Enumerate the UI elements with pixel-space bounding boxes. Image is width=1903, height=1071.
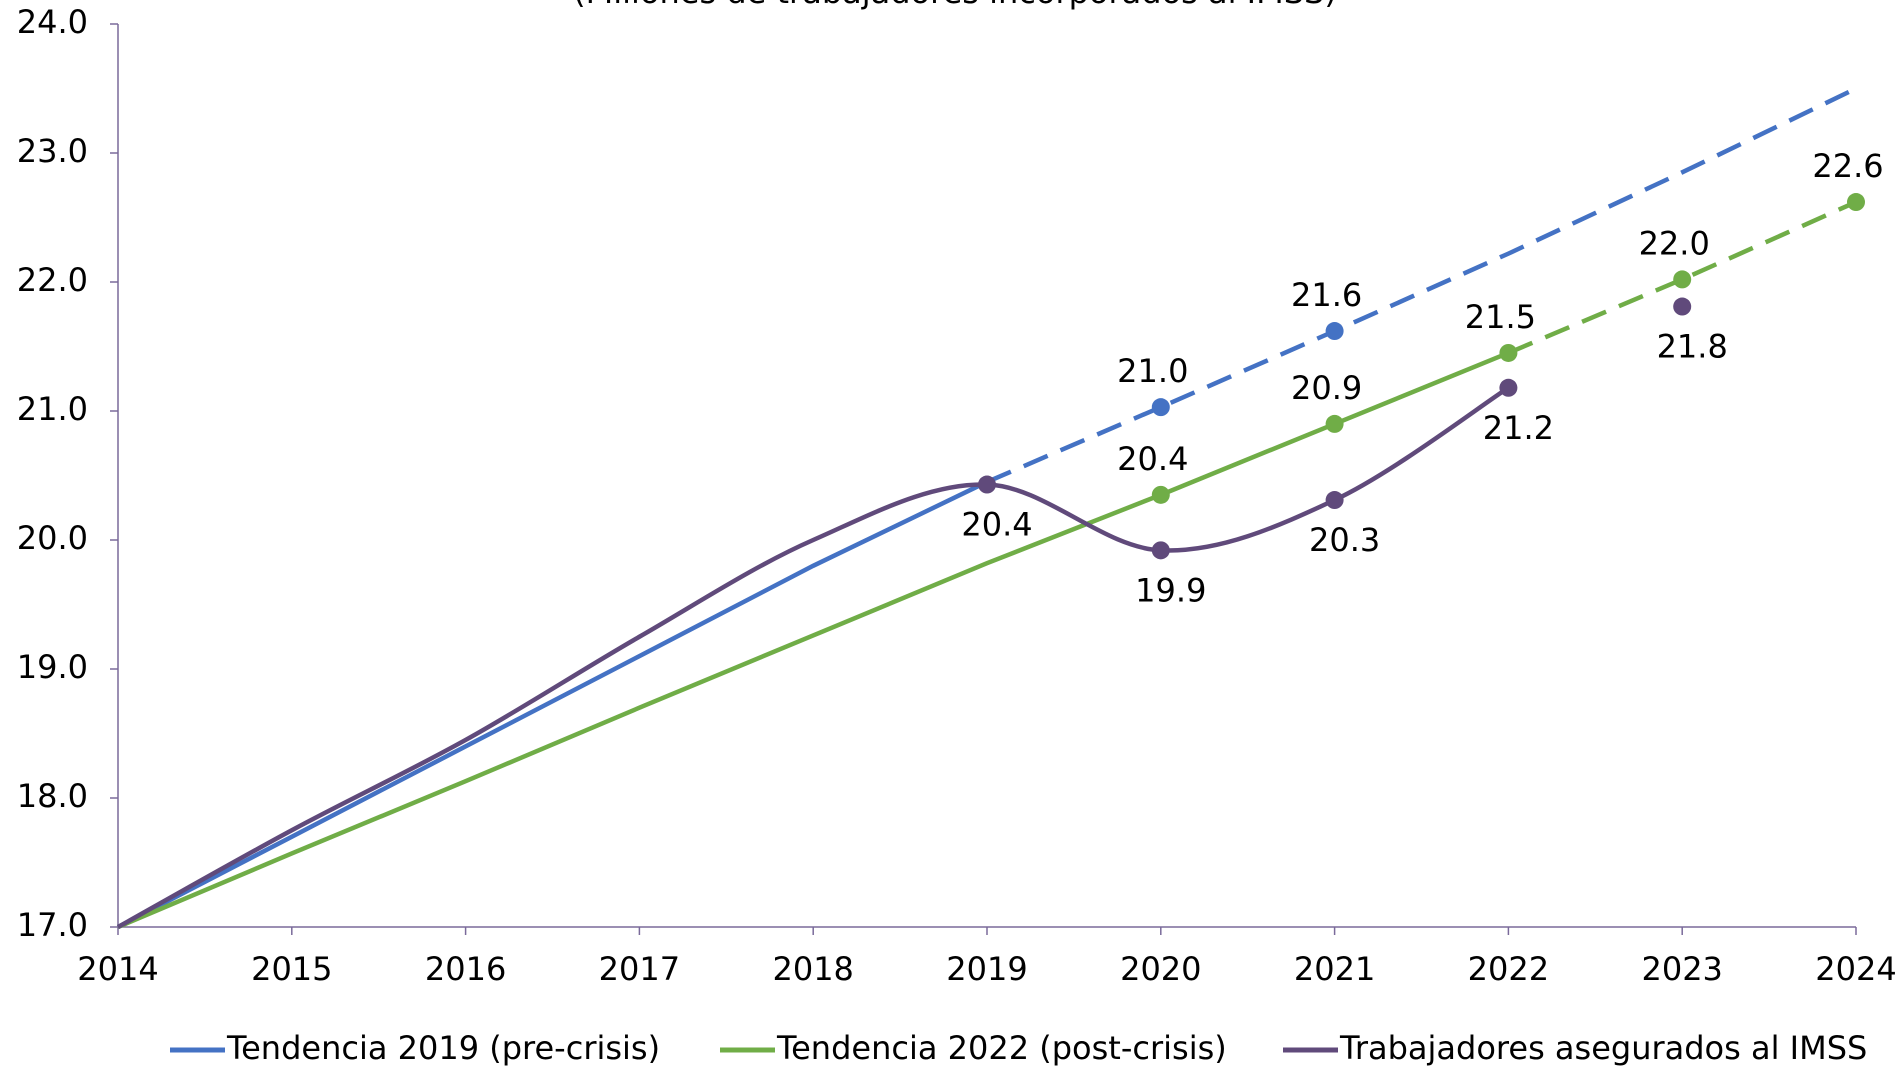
data-label: 21.6 xyxy=(1291,276,1362,314)
point-marker xyxy=(1847,193,1865,212)
data-label: 22.0 xyxy=(1639,224,1710,262)
point-marker xyxy=(1325,322,1344,341)
point-marker xyxy=(1499,343,1518,362)
data-label: 21.0 xyxy=(1117,352,1188,390)
legend-label: Trabajadores asegurados al IMSS xyxy=(1339,1029,1867,1067)
y-tick-label: 21.0 xyxy=(17,390,88,428)
x-tick-label: 2024 xyxy=(1815,950,1896,988)
x-tick-label: 2019 xyxy=(946,950,1027,988)
legend-label: Tendencia 2022 (post-crisis) xyxy=(776,1029,1227,1067)
data-label: 20.4 xyxy=(961,506,1032,544)
series-line xyxy=(116,385,1510,929)
data-label: 22.6 xyxy=(1812,147,1883,185)
point-marker xyxy=(1151,541,1170,560)
data-label: 21.2 xyxy=(1483,409,1554,447)
x-tick-label: 2020 xyxy=(1120,950,1201,988)
point-marker xyxy=(1325,414,1344,433)
point-marker xyxy=(1499,378,1518,397)
data-label: 20.9 xyxy=(1291,369,1362,407)
x-tick-label: 2022 xyxy=(1468,950,1549,988)
y-tick-label: 24.0 xyxy=(17,3,88,41)
chart-subtitle: (Millones de trabajadores incorporados a… xyxy=(573,0,1337,11)
x-tick-label: 2014 xyxy=(77,950,158,988)
y-tick-label: 17.0 xyxy=(17,906,88,944)
y-tick-label: 19.0 xyxy=(17,648,88,686)
x-tick-label: 2021 xyxy=(1294,950,1375,988)
series-line xyxy=(986,86,1857,485)
series-line xyxy=(117,350,1510,930)
point-marker xyxy=(1325,491,1344,510)
point-marker xyxy=(1673,297,1692,316)
data-label: 20.3 xyxy=(1309,521,1380,559)
series-line xyxy=(116,479,988,929)
data-label: 20.4 xyxy=(1117,440,1188,478)
point-marker xyxy=(1151,398,1170,417)
point-marker xyxy=(1151,485,1170,504)
series-line xyxy=(1507,199,1857,356)
x-tick-label: 2018 xyxy=(772,950,853,988)
point-marker xyxy=(1673,270,1692,289)
data-label: 21.8 xyxy=(1657,328,1728,366)
legend-label: Tendencia 2019 (pre-crisis) xyxy=(226,1029,660,1067)
x-tick-label: 2016 xyxy=(425,950,506,988)
y-tick-label: 18.0 xyxy=(17,777,88,815)
x-tick-label: 2023 xyxy=(1641,950,1722,988)
point-marker xyxy=(978,475,996,494)
y-tick-label: 23.0 xyxy=(17,132,88,170)
y-tick-label: 20.0 xyxy=(17,519,88,557)
data-label: 19.9 xyxy=(1135,571,1206,609)
data-label: 21.5 xyxy=(1465,298,1536,336)
x-tick-label: 2017 xyxy=(599,950,680,988)
y-tick-label: 22.0 xyxy=(17,261,88,299)
x-tick-label: 2015 xyxy=(251,950,332,988)
